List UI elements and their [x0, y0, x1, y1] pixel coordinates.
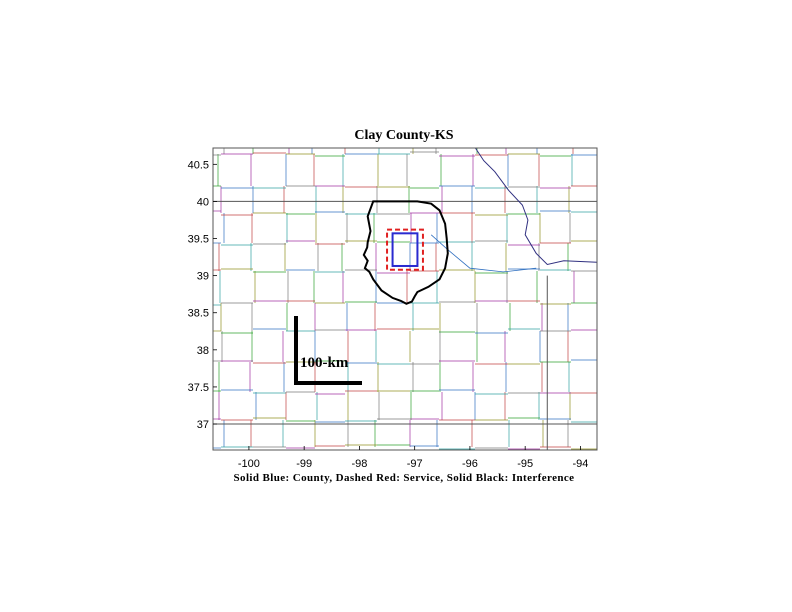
county-boundary-lines	[213, 148, 597, 450]
interference-contour	[362, 200, 449, 305]
county-outline-box	[391, 232, 419, 267]
plot-frame	[212, 147, 598, 451]
x-tick-label: -99	[296, 458, 312, 470]
river-lines	[430, 147, 598, 273]
y-axis-ticks: 40.5 40 39.5 39 38.5 38 37.5 37	[188, 159, 217, 431]
y-tick-label: 40.5	[188, 159, 209, 171]
scale-bar: 100-km	[294, 316, 362, 385]
y-tick-label: 39.5	[188, 234, 209, 246]
x-axis-ticks: -100 -99 -98 -97 -96 -95 -94	[238, 446, 588, 470]
x-tick-label: -98	[351, 458, 367, 470]
y-tick-label: 38.5	[188, 308, 209, 320]
map-title: Clay County-KS	[354, 128, 453, 143]
river-line	[430, 234, 537, 273]
y-tick-label: 37.5	[188, 382, 209, 394]
y-tick-label: 37	[197, 419, 209, 431]
x-tick-label: -94	[572, 458, 588, 470]
scale-bar-label: 100-km	[300, 355, 349, 371]
x-tick-label: -97	[407, 458, 423, 470]
y-tick-label: 39	[197, 271, 209, 283]
x-tick-label: -96	[462, 458, 478, 470]
service-area-box	[386, 228, 424, 271]
river-line	[474, 147, 598, 266]
map-plot-area	[212, 147, 598, 451]
y-tick-label: 40	[197, 196, 209, 208]
x-tick-label: -100	[238, 458, 260, 470]
x-tick-label: -95	[517, 458, 533, 470]
plot-background	[213, 148, 597, 450]
y-tick-label: 38	[197, 345, 209, 357]
map-caption: Solid Blue: County, Dashed Red: Service,…	[234, 472, 575, 484]
